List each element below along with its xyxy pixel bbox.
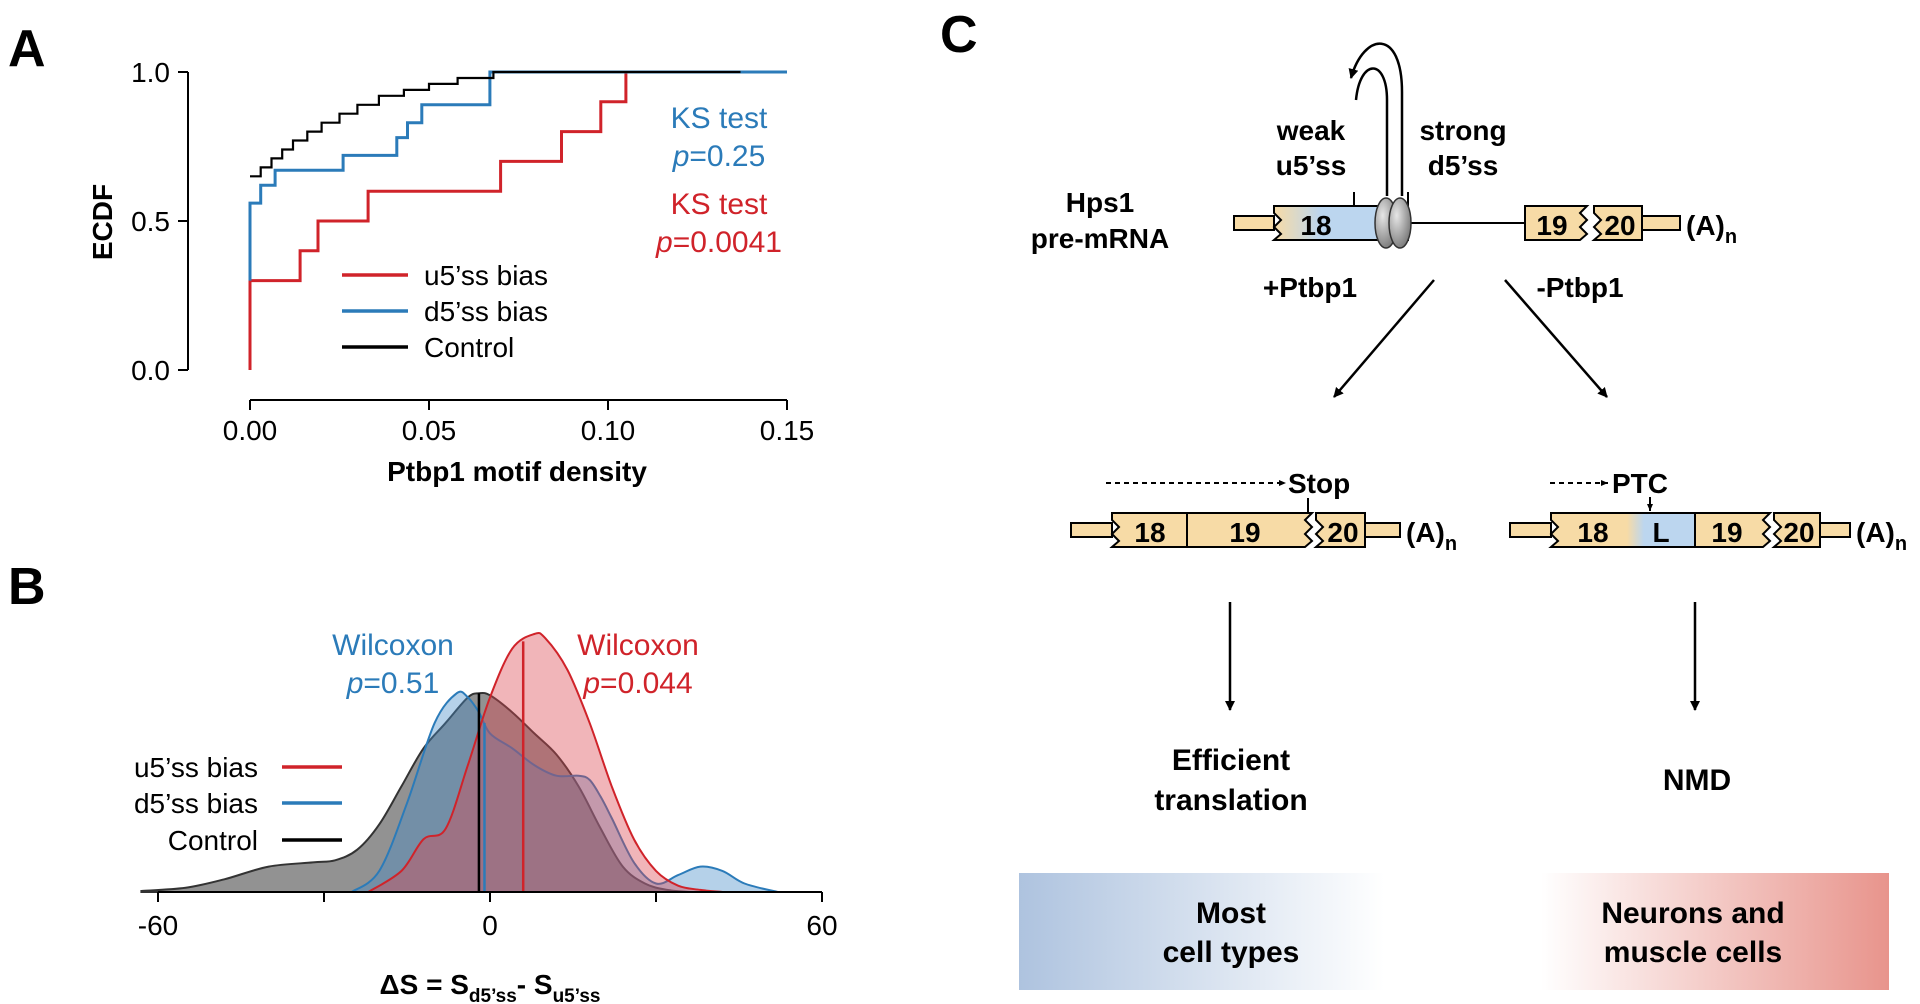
legend-label-u5ss: u5’ss bias bbox=[424, 260, 548, 291]
exon-19-pre bbox=[1524, 205, 1590, 241]
legend-a: u5’ss bias d5’ss bias Control bbox=[342, 260, 548, 363]
panel-label-a: A bbox=[8, 20, 46, 78]
wilcoxon-red-pvalue: p=0.044 bbox=[582, 667, 692, 700]
strong-label: strong bbox=[1419, 115, 1506, 146]
most-label: Most bbox=[1196, 897, 1266, 930]
utr-left-nmd bbox=[1509, 522, 1552, 538]
exon-20-spliced-label: 20 bbox=[1327, 517, 1358, 548]
exons-18-19-spliced bbox=[1109, 512, 1315, 548]
wilcoxon-red-label: Wilcoxon bbox=[577, 629, 699, 662]
x-tick-label: 0.10 bbox=[581, 415, 636, 446]
nmd-label: NMD bbox=[1663, 764, 1731, 797]
ecdf-chart: 0.0 0.5 1.0 0.00 0.05 0.10 0.15 ECDF Ptbp1 mo… bbox=[87, 57, 814, 487]
polya-spliced: (A)n bbox=[1406, 517, 1457, 555]
y-tick-label: 0.5 bbox=[131, 206, 170, 237]
utr-stub-left bbox=[1233, 215, 1275, 231]
splice-arc-inner bbox=[1354, 67, 1389, 196]
efficient-label: Efficient bbox=[1172, 744, 1290, 777]
exon-19-nmd-label: 19 bbox=[1711, 517, 1742, 548]
legend-b-label-d5ss: d5’ss bias bbox=[134, 788, 258, 819]
neurons-label: Neurons and bbox=[1601, 897, 1784, 930]
legend-b-label-control: Control bbox=[168, 825, 258, 856]
minus-ptbp1-label: -Ptbp1 bbox=[1536, 272, 1623, 303]
exon-19-label: 19 bbox=[1536, 210, 1567, 241]
exon-20-label: 20 bbox=[1604, 210, 1635, 241]
weak-label: weak bbox=[1276, 115, 1346, 146]
polya-nmd: (A)n bbox=[1856, 517, 1907, 555]
utr-stub-right bbox=[1641, 215, 1681, 231]
ks-blue-label: KS test bbox=[671, 102, 768, 135]
density-area-u5ss bbox=[364, 631, 723, 893]
ks-red-pvalue: p=0.0041 bbox=[655, 226, 782, 259]
d5ss-label: d5’ss bbox=[1428, 150, 1499, 181]
x-tick-label-b: -60 bbox=[138, 910, 178, 941]
legend-b-label-u5ss: u5’ss bias bbox=[134, 752, 258, 783]
splicing-diagram: Hps1 pre-mRNA 18 19 20 (A)n weak u5’ss s… bbox=[1019, 42, 1907, 990]
utr-right-nmd bbox=[1819, 522, 1851, 538]
exon-18-label: 18 bbox=[1300, 210, 1331, 241]
muscle-cells-label: muscle cells bbox=[1604, 936, 1782, 969]
premrna-label: pre-mRNA bbox=[1031, 223, 1169, 254]
wilcoxon-blue-pvalue: p=0.51 bbox=[346, 667, 440, 700]
exon-18-nmd-label: 18 bbox=[1577, 517, 1608, 548]
y-tick-label: 0.0 bbox=[131, 355, 170, 386]
utr-left-spliced bbox=[1070, 522, 1113, 538]
x-tick-label: 0.00 bbox=[223, 415, 278, 446]
wilcoxon-blue-label: Wilcoxon bbox=[332, 629, 454, 662]
density-chart: -60 0 60 ΔS = Sd5’ss- Su5’ss Wilcoxon p=0.… bbox=[134, 629, 838, 1004]
y-axis-title: ECDF bbox=[87, 184, 118, 260]
legend-b: u5’ss bias d5’ss bias Control bbox=[134, 752, 342, 856]
panel-label-c: C bbox=[940, 6, 978, 64]
exon-18-spliced-label: 18 bbox=[1134, 517, 1165, 548]
exon-19-spliced-label: 19 bbox=[1229, 517, 1260, 548]
x-axis-title-b: ΔS = Sd5’ss- Su5’ss bbox=[380, 969, 601, 1004]
x-tick-label: 0.15 bbox=[760, 415, 815, 446]
polya-pre: (A)n bbox=[1686, 210, 1737, 248]
legend-label-control: Control bbox=[424, 332, 514, 363]
arrow-minus-ptbp1 bbox=[1504, 279, 1608, 398]
ecdf-line-d5ss bbox=[248, 70, 787, 281]
x-tick-label: 0.05 bbox=[402, 415, 457, 446]
panel-label-b: B bbox=[8, 558, 46, 616]
ptc-label: PTC bbox=[1612, 468, 1668, 499]
exon-L-label: L bbox=[1652, 517, 1669, 548]
ecdf-line-control bbox=[250, 70, 741, 178]
exon-20-nmd-label: 20 bbox=[1783, 517, 1814, 548]
splice-arc-arrow bbox=[1348, 42, 1404, 196]
ptbp1-protein-2 bbox=[1388, 197, 1412, 249]
ks-red-label: KS test bbox=[671, 188, 768, 221]
x-tick-label-b: 60 bbox=[806, 910, 837, 941]
ks-blue-pvalue: p=0.25 bbox=[672, 140, 766, 173]
cell-type-gradient-bar bbox=[1019, 873, 1889, 990]
cell-types-label: cell types bbox=[1163, 936, 1300, 969]
y-tick-label: 1.0 bbox=[131, 57, 170, 88]
gene-name: Hps1 bbox=[1066, 187, 1134, 218]
u5ss-label: u5’ss bbox=[1276, 150, 1347, 181]
exon-L-segment bbox=[1627, 514, 1695, 546]
x-axis-title: Ptbp1 motif density bbox=[387, 456, 647, 487]
ecdf-line-u5ss bbox=[248, 70, 787, 370]
density-area-d5ss bbox=[348, 690, 778, 893]
translation-label: translation bbox=[1154, 784, 1307, 817]
plus-ptbp1-label: +Ptbp1 bbox=[1263, 272, 1357, 303]
stop-label: Stop bbox=[1288, 468, 1350, 499]
x-tick-label-b: 0 bbox=[482, 910, 498, 941]
arrow-plus-ptbp1 bbox=[1333, 279, 1435, 398]
utr-right-spliced bbox=[1364, 522, 1401, 538]
legend-label-d5ss: d5’ss bias bbox=[424, 296, 548, 327]
